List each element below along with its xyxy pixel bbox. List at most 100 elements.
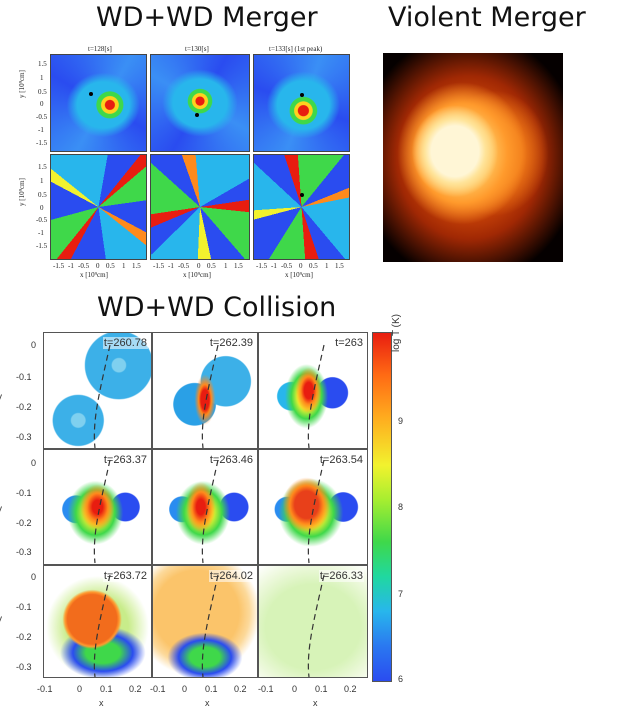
merger-xtick: -1 [168,262,174,270]
collision-ylabel: y [0,614,2,625]
merger-xtick: 0.5 [106,262,115,270]
merger-xtick: 1 [325,262,329,270]
heading-violent-merger: Violent Merger [388,2,586,33]
merger-ytick: 0.5 [38,191,47,199]
collision-ytick: 0 [31,572,37,582]
collision-ytick: 0 [31,458,37,468]
collision-xtick: -0.1 [37,684,53,694]
merger-xtick: -0.5 [281,262,293,270]
collision-panel-4: t=263.37 [43,449,152,565]
merger-xtick: 1 [122,262,126,270]
collision-ytick: -0.2 [16,402,32,412]
collision-panel-9: t=266.33 [258,565,368,678]
collision-ytick: -0.2 [16,518,32,528]
collision-ylabel: y [0,504,2,515]
collision-time-label: t=263.37 [102,454,148,466]
collision-ytick: -0.1 [16,602,32,612]
merger-xtick: 0 [96,262,100,270]
merger-marker-dot [195,113,199,117]
collision-panel-6: t=263.54 [258,449,368,565]
collision-ytick: -0.1 [16,372,32,382]
merger-xtick: 1.5 [335,262,344,270]
merger-panel-density-1 [50,54,147,152]
collision-xtick: 0.1 [100,684,113,694]
merger-xtick: 0 [197,262,201,270]
merger-ytick: 1.5 [38,60,47,68]
merger-xtick: -1.5 [256,262,268,270]
collision-panel-2: t=262.39 [152,332,258,449]
collision-panel-5: t=263.46 [152,449,258,565]
merger-panel-density-3 [253,54,350,152]
merger-xtick: 0 [299,262,303,270]
collision-time-label: t=266.33 [318,570,364,582]
colorbar-tick: 6 [398,674,404,684]
merger-col-title-2: t=130[s] [185,45,209,53]
merger-xtick: 1.5 [234,262,243,270]
merger-xtick: -1.5 [153,262,165,270]
collision-panel-7: t=263.72 [43,565,152,678]
collision-ytick: -0.3 [16,662,32,672]
merger-ytick: 0.5 [38,88,47,96]
merger-xtick: -0.5 [78,262,90,270]
collision-xtick: 0 [77,684,83,694]
merger-ytick: -1 [38,126,44,134]
collision-panel-8: t=264.02 [152,565,258,678]
colorbar-tick: 7 [398,589,404,599]
merger-marker-dot [89,92,93,96]
collision-ytick: 0 [31,340,37,350]
colorbar-tick: 9 [398,416,404,426]
colorbar-label: log T (K) [391,314,402,352]
merger-xlabel-2: x [10⁹cm] [183,271,211,279]
collision-xlabel-3: x [313,698,318,708]
merger-marker-dot [300,93,304,97]
collision-ytick: -0.3 [16,547,32,557]
merger-ylabel-bottom: y [10⁹cm] [18,178,26,206]
collision-time-label: t=262.39 [208,337,254,349]
violent-merger-image [383,53,563,262]
merger-panel-density-2 [150,54,250,152]
merger-panel-temperature-1 [50,154,147,260]
heading-wd-merger: WD+WD Merger [96,2,318,33]
collision-xtick: 0 [292,684,298,694]
merger-ytick: -0.5 [36,113,48,121]
collision-xtick: 0.2 [344,684,357,694]
merger-ytick: 0 [40,100,44,108]
merger-panel-temperature-2 [150,154,250,260]
collision-time-label: t=263 [334,337,364,349]
merger-ytick: 1 [40,74,44,82]
merger-ytick: -0.5 [36,216,48,224]
collision-ytick: -0.3 [16,432,32,442]
merger-xtick: -0.5 [178,262,190,270]
merger-ytick: -1 [38,229,44,237]
colorbar-tick: 8 [398,502,404,512]
merger-ylabel-top: y [10⁹cm] [18,70,26,98]
merger-ytick: -1.5 [36,139,48,147]
collision-time-label: t=263.46 [208,454,254,466]
merger-xlabel-3: x [10⁹cm] [285,271,313,279]
merger-xtick: 0.5 [207,262,216,270]
colorbar [372,332,392,682]
merger-xtick: -1.5 [53,262,65,270]
collision-xlabel-2: x [205,698,210,708]
merger-xtick: -1 [68,262,74,270]
collision-time-label: t=263.72 [102,570,148,582]
collision-xtick: 0.2 [234,684,247,694]
collision-xlabel-1: x [99,698,104,708]
merger-col-title-3: t=133[s] (1st peak) [269,45,323,53]
merger-xtick: 1 [224,262,228,270]
collision-xtick: 0.2 [129,684,142,694]
collision-ytick: -0.1 [16,488,32,498]
merger-ytick: -1.5 [36,242,48,250]
merger-marker-dot [300,193,304,197]
merger-ytick: 1 [40,177,44,185]
collision-time-label: t=264.02 [208,570,254,582]
merger-xtick: 0.5 [309,262,318,270]
merger-col-title-1: t=128[s] [88,45,112,53]
collision-panel-1: t=260.78 [43,332,152,449]
merger-xlabel-1: x [10⁹cm] [80,271,108,279]
collision-xtick: -0.1 [258,684,274,694]
merger-ytick: 0 [40,204,44,212]
collision-xtick: -0.1 [150,684,166,694]
merger-xtick: 1.5 [132,262,141,270]
collision-xtick: 0.1 [315,684,328,694]
